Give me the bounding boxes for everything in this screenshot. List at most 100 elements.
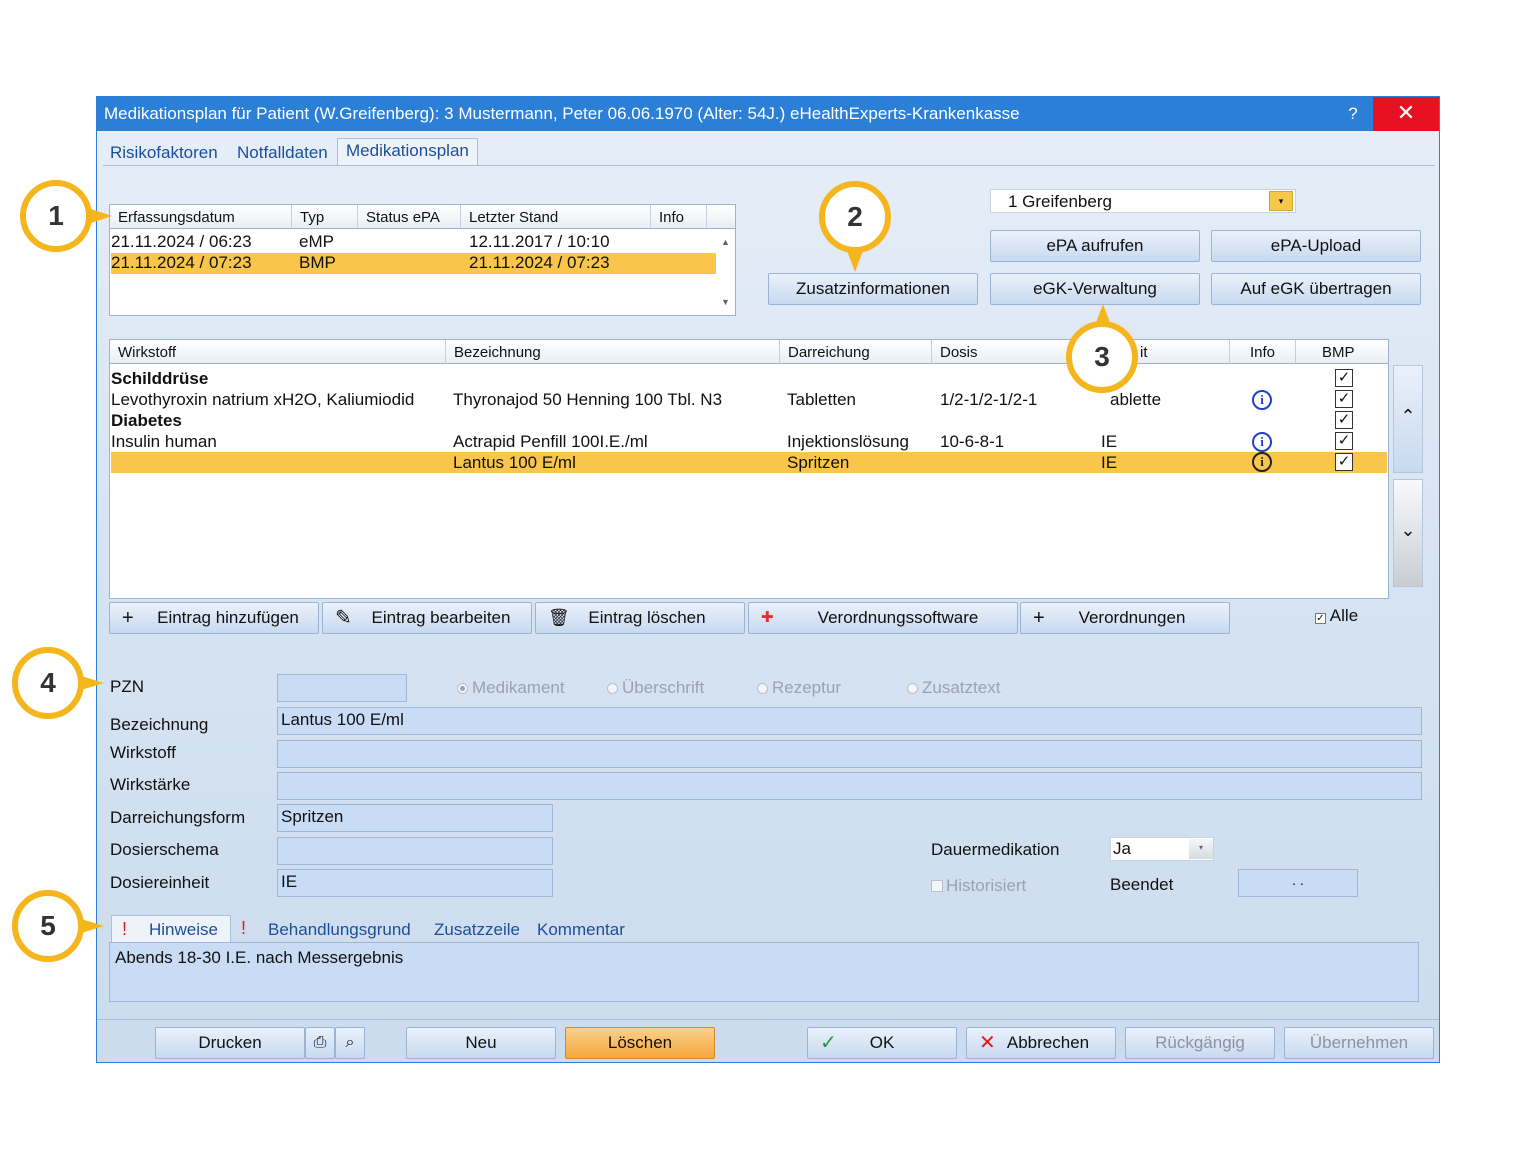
user-select-value: 1 Greifenberg	[1008, 192, 1112, 211]
tab-medikationsplan[interactable]: Medikationsplan	[337, 138, 478, 165]
tab-kommentar[interactable]: Kommentar	[537, 920, 625, 939]
info-icon[interactable]: i	[1252, 452, 1272, 472]
bmp-checkbox[interactable]: ✓	[1335, 432, 1353, 450]
dosiereinheit-input[interactable]: IE	[277, 869, 553, 897]
med-wirkstoff: Levothyroxin natrium xH2O, Kaliumiodid	[111, 390, 415, 409]
pzn-input[interactable]	[277, 674, 407, 702]
plan-stand: 21.11.2024 / 07:23	[469, 253, 610, 272]
tab-behandlungsgrund[interactable]: Behandlungsgrund	[268, 920, 411, 939]
user-select[interactable]: 1 Greifenberg ▾	[990, 189, 1296, 213]
col-letzter-stand[interactable]: Letzter Stand	[461, 205, 651, 229]
add-entry-label: Eintrag hinzufügen	[157, 608, 299, 627]
med-dosis: 1/2-1/2-1/2-1	[940, 390, 1038, 409]
egk-uebertragen-button[interactable]: Auf eGK übertragen	[1211, 273, 1421, 305]
dosierschema-input[interactable]	[277, 837, 553, 865]
chevron-down-icon[interactable]: ▾	[1189, 839, 1213, 859]
info-icon[interactable]: i	[1252, 432, 1272, 452]
help-button[interactable]: ?	[1348, 104, 1358, 123]
col-wirkstoff[interactable]: Wirkstoff	[110, 340, 446, 364]
note-textarea[interactable]: Abends 18-30 I.E. nach Messergebnis	[109, 942, 1419, 1002]
darreichungsform-input[interactable]: Spritzen	[277, 804, 553, 832]
col-status-epa[interactable]: Status ePA	[358, 205, 461, 229]
bmp-checkbox[interactable]: ✓	[1335, 453, 1353, 471]
med-einheit: ablette	[1110, 390, 1162, 409]
wirkstaerke-label: Wirkstärke	[110, 775, 191, 794]
col-dosis[interactable]: Dosis	[932, 340, 1090, 364]
radio-rezeptur[interactable]: Rezeptur	[757, 678, 841, 698]
col-erfassungsdatum[interactable]: Erfassungsdatum	[110, 205, 292, 229]
loeschen-button[interactable]: Löschen	[565, 1027, 715, 1059]
tab-risikofaktoren[interactable]: Risikofaktoren	[110, 143, 218, 162]
medicine-kit-icon: ✚	[761, 609, 774, 626]
magnifier-icon[interactable]: ⌕	[335, 1027, 365, 1059]
verordnungssoftware-button[interactable]: ✚ Verordnungssoftware	[748, 602, 1018, 634]
epa-upload-button[interactable]: ePA-Upload	[1211, 230, 1421, 262]
alle-checkbox[interactable]: ✓ Alle	[1315, 606, 1358, 626]
drucken-button[interactable]: Drucken	[155, 1027, 305, 1059]
bmp-checkbox[interactable]: ✓	[1335, 369, 1353, 387]
beendet-input[interactable]: . .	[1238, 869, 1358, 897]
group-heading-schilddruese[interactable]: Schilddrüse	[111, 369, 209, 388]
dauermedikation-label: Dauermedikation	[931, 840, 1060, 859]
col-info[interactable]: Info	[651, 205, 707, 229]
checkbox-icon	[931, 880, 943, 892]
callout-5: 5	[12, 890, 84, 962]
printer-icon[interactable]: ⎙	[305, 1027, 335, 1059]
tab-notfalldaten[interactable]: Notfalldaten	[237, 143, 328, 162]
rueckgaengig-button[interactable]: Rückgängig	[1125, 1027, 1275, 1059]
egk-verwaltung-button[interactable]: eGK-Verwaltung	[990, 273, 1200, 305]
info-icon[interactable]: i	[1252, 390, 1272, 410]
delete-entry-label: Eintrag löschen	[588, 608, 706, 627]
epa-aufrufen-button[interactable]: ePA aufrufen	[990, 230, 1200, 262]
verordnungen-button[interactable]: + Verordnungen	[1020, 602, 1230, 634]
delete-entry-button[interactable]: 🗑 Eintrag löschen	[535, 602, 745, 634]
table-row-selected[interactable]: Lantus 100 E/ml Spritzen IE i ✓	[111, 452, 1387, 473]
col-spacer	[707, 205, 735, 229]
col-med-info[interactable]: Info	[1230, 340, 1296, 364]
dosiereinheit-label: Dosiereinheit	[110, 873, 210, 892]
tab-hinweise[interactable]: ! Hinweise	[111, 915, 231, 943]
scroll-up-icon[interactable]: ▲	[721, 237, 730, 247]
col-typ[interactable]: Typ	[292, 205, 358, 229]
group-heading-diabetes[interactable]: Diabetes	[111, 411, 182, 430]
med-bezeichnung: Lantus 100 E/ml	[453, 453, 576, 472]
wirkstaerke-input[interactable]	[277, 772, 1422, 800]
radio-rezeptur-label: Rezeptur	[772, 678, 841, 697]
chevron-up-icon[interactable]: ⌃	[1393, 365, 1423, 473]
radio-zusatztext-label: Zusatztext	[922, 678, 1001, 697]
medication-list[interactable]: Wirkstoff Bezeichnung Darreichung Dosis …	[109, 339, 1389, 599]
radio-zusatztext[interactable]: Zusatztext	[907, 678, 1000, 698]
abbrechen-button[interactable]: ✕ Abbrechen	[966, 1027, 1116, 1059]
bezeichnung-input[interactable]: Lantus 100 E/ml	[277, 707, 1422, 735]
table-row-selected[interactable]: 21.11.2024 / 07:23 BMP 21.11.2024 / 07:2…	[111, 253, 716, 274]
col-bezeichnung[interactable]: Bezeichnung	[446, 340, 780, 364]
col-bmp[interactable]: BMP	[1296, 340, 1388, 364]
bmp-checkbox[interactable]: ✓	[1335, 411, 1353, 429]
plan-list[interactable]: Erfassungsdatum Typ Status ePA Letzter S…	[109, 204, 736, 316]
edit-entry-button[interactable]: ✎ Eintrag bearbeiten	[322, 602, 532, 634]
add-entry-button[interactable]: + Eintrag hinzufügen	[109, 602, 319, 634]
scroll-down-icon[interactable]: ▼	[721, 297, 730, 307]
cross-icon: ✕	[979, 1032, 996, 1054]
dauermedikation-select[interactable]: Ja ▾	[1110, 837, 1214, 861]
title-bar[interactable]: Medikationsplan für Patient (W.Greifenbe…	[97, 97, 1439, 131]
radio-medikament[interactable]: Medikament	[457, 678, 565, 698]
wirkstoff-input[interactable]	[277, 740, 1422, 768]
historisiert-checkbox[interactable]: Historisiert	[931, 876, 1026, 896]
exclamation-icon: !	[122, 919, 128, 939]
zusatzinformationen-button[interactable]: Zusatzinformationen	[768, 273, 978, 305]
uebernehmen-button[interactable]: Übernehmen	[1284, 1027, 1434, 1059]
chevron-down-icon[interactable]: ▾	[1269, 191, 1293, 211]
col-darreichung[interactable]: Darreichung	[780, 340, 932, 364]
ok-button[interactable]: ✓ OK	[807, 1027, 957, 1059]
medication-plan-window: Medikationsplan für Patient (W.Greifenbe…	[96, 96, 1440, 1063]
callout-pointer	[88, 208, 112, 224]
tab-zusatzzeile[interactable]: Zusatzzeile	[434, 920, 520, 939]
neu-button[interactable]: Neu	[406, 1027, 556, 1059]
darreichungsform-label: Darreichungsform	[110, 808, 246, 827]
med-bezeichnung: Thyronajod 50 Henning 100 Tbl. N3	[453, 390, 723, 409]
close-button[interactable]: ✕	[1373, 97, 1439, 131]
chevron-down-icon[interactable]: ⌄	[1393, 479, 1423, 587]
bmp-checkbox[interactable]: ✓	[1335, 390, 1353, 408]
radio-ueberschrift[interactable]: Überschrift	[607, 678, 704, 698]
